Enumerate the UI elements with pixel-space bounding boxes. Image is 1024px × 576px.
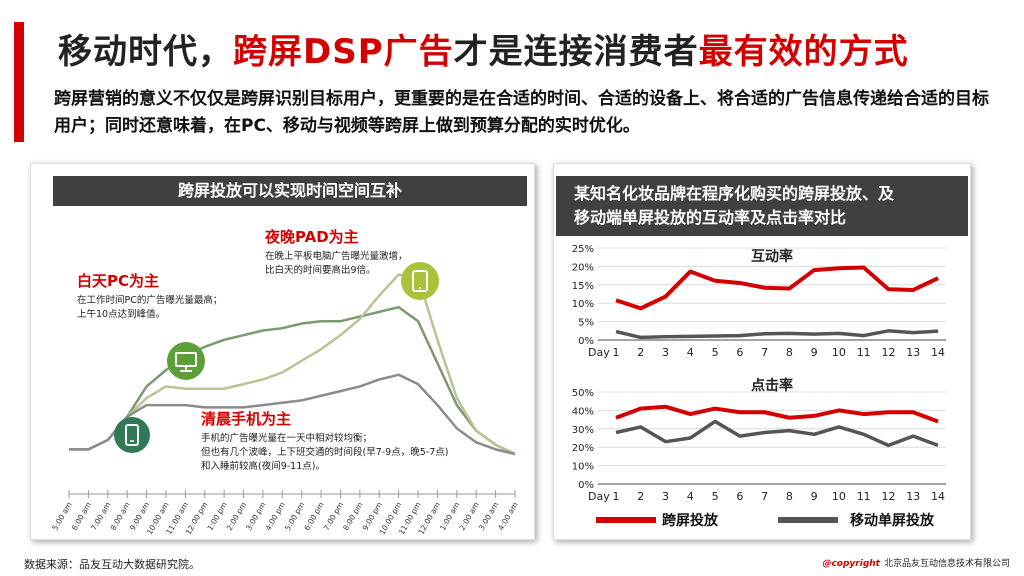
desktop-monitor-icon (167, 342, 205, 380)
rate-y-tick-label: 20% (572, 262, 594, 273)
rate-x-tick-label: 8 (786, 346, 793, 359)
pad-annotation-title: 夜晚PAD为主 (264, 228, 359, 246)
rate-x-tick-label: 5 (712, 346, 719, 359)
rate-x-tick-label: 4 (687, 490, 694, 503)
rate-x-tick-label: 14 (931, 490, 945, 503)
rate-x-tick-label: 7 (761, 346, 768, 359)
rate-y-tick-label: 40% (572, 406, 594, 417)
rate-x-tick-label: 12 (881, 346, 895, 359)
rate-series-mobile-only (615, 419, 939, 448)
rate-y-tick-label: 5% (578, 318, 594, 329)
legend-label-cross-screen: 跨屏投放 (662, 512, 719, 529)
rate-series-cross-screen (615, 265, 939, 311)
left-panel-heading: 跨屏投放可以实现时间空间互补 (53, 176, 527, 206)
mobile-annotation-line-1: 手机的广告曝光量在一天中相对较均衡； (201, 432, 372, 444)
rate-x-tick-label: 8 (786, 490, 793, 503)
rate-x-tick-label: 2 (637, 346, 644, 359)
pad-annotation-line-1: 在晚上平板电脑广告曝光量激增， (265, 250, 408, 262)
rate-x-tick-label: 12 (881, 490, 895, 503)
rate-x-tick-label: 3 (662, 490, 669, 503)
rate-y-tick-label: 50% (572, 388, 594, 399)
rate-x-tick-label: 7 (761, 490, 768, 503)
title-part-1: 移动时代， (58, 32, 233, 72)
rate-y-tick-label: 0% (578, 336, 594, 347)
rate-x-tick-label: 1 (613, 490, 620, 503)
rate-series-cross-screen (615, 404, 939, 424)
copyright-note: @copyright 北京品友互动信息技术有限公司 (822, 556, 1010, 569)
rate-x-tick-label: 11 (857, 490, 871, 503)
company-name: 北京品友互动信息技术有限公司 (883, 559, 1010, 569)
mobile-annotation-line-2: 但也有几个波峰，上下班交通的时间段(早7-9点，晚5-7点) (201, 446, 448, 458)
rate-x-tick-label: 13 (906, 490, 920, 503)
right-panel-heading: 某知名化妆品牌在程序化购买的跨屏投放、及 移动端单屏投放的互动率及点击率对比 (556, 176, 968, 236)
legend-label-mobile-only: 移动单屏投放 (850, 512, 935, 529)
page-subtitle: 跨屏营销的意义不仅仅是跨屏识别目标用户，更重要的是在合适的时间、合适的设备上、将… (54, 89, 989, 136)
pad-annotation-line-2: 比白天的时间要高出9倍。 (265, 264, 376, 276)
daypart-line-chart: 5:00 am6:00 am7:00 am8:00 am9:00 am10:00… (50, 228, 519, 536)
pc-annotation-line-1: 在工作时间PC的广告曝光量最高； (77, 294, 222, 306)
title-part-2: 跨屏DSP广告 (233, 32, 454, 72)
title-accent-bar (14, 22, 24, 142)
rate-y-tick-label: 30% (572, 425, 594, 436)
rate-x-tick-label: 11 (857, 346, 871, 359)
right-heading-line-1: 某知名化妆品牌在程序化购买的跨屏投放、及 (574, 184, 895, 203)
rate-series-mobile-only (615, 329, 939, 340)
daypart-series-pad (69, 273, 516, 456)
mobile-annotation-title: 清晨手机为主 (201, 410, 291, 428)
rate-chart-title: 点击率 (751, 377, 793, 394)
mobile-phone-icon (114, 417, 150, 453)
title-part-3: 才是连接消费者 (453, 32, 699, 72)
daypart-series-pc (69, 305, 516, 456)
rate-x-axis-label: Day (588, 346, 610, 359)
rate-x-tick-label: 14 (931, 346, 945, 359)
rate-y-tick-label: 0% (578, 480, 594, 491)
rate-comparison-charts: 0%5%10%15%20%25%Day 1 2 3 4 5 6 7 8 9 10 11 12 13 14互动… (572, 244, 946, 529)
page-title: 移动时代，跨屏DSP广告才是连接消费者最有效的方式 (58, 24, 909, 73)
rate-y-tick-label: 25% (572, 244, 594, 255)
rate-y-tick-label: 15% (572, 281, 594, 292)
daypart-series-mobile (69, 373, 516, 456)
rate-chart-title: 互动率 (751, 248, 793, 265)
rate-x-tick-label: 6 (736, 490, 743, 503)
tablet-icon (401, 262, 439, 300)
rate-x-tick-label: 4 (687, 346, 694, 359)
rate-x-tick-label: 5 (712, 490, 719, 503)
comparison-panel: 某知名化妆品牌在程序化购买的跨屏投放、及 移动端单屏投放的互动率及点击率对比 0… (553, 163, 971, 540)
time-space-panel: 跨屏投放可以实现时间空间互补 5:00 am 6:00 am 7:00 am 8:00… (30, 163, 535, 540)
mobile-annotation-line-3: 和入睡前较高(夜间9-11点)。 (201, 460, 325, 472)
rate-x-tick-label: 1 (613, 346, 620, 359)
pc-annotation-title: 白天PC为主 (77, 272, 159, 290)
title-part-4: 最有效的方式 (698, 32, 909, 72)
rate-x-tick-label: 9 (811, 346, 818, 359)
rate-x-axis-label: Day (588, 490, 610, 503)
right-heading-line-2: 移动端单屏投放的互动率及点击率对比 (574, 208, 847, 227)
rate-y-tick-label: 10% (572, 299, 594, 310)
copyright-mark: @copyright (822, 559, 880, 569)
rate-x-tick-label: 10 (832, 346, 846, 359)
pc-annotation-line-2: 上午10点达到峰值。 (77, 308, 165, 320)
rate-x-tick-label: 13 (906, 346, 920, 359)
rate-x-tick-label: 9 (811, 490, 818, 503)
rate-x-tick-label: 6 (736, 346, 743, 359)
rate-x-tick-label: 10 (832, 490, 846, 503)
rate-x-tick-label: 3 (662, 346, 669, 359)
rate-y-tick-label: 10% (572, 462, 594, 473)
rate-x-tick-label: 2 (637, 490, 644, 503)
data-source-note: 数据来源：品友互动大数据研究院。 (24, 558, 200, 571)
rate-y-tick-label: 20% (572, 443, 594, 454)
